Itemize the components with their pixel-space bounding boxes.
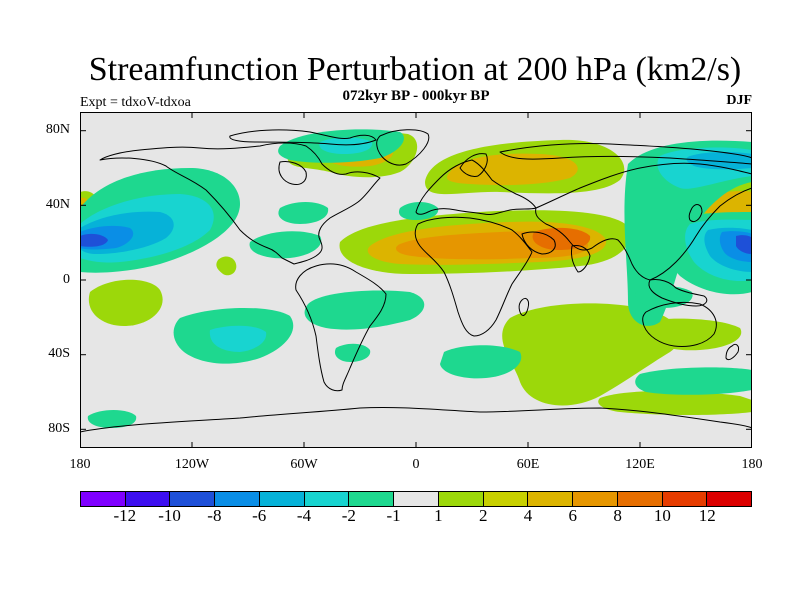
plot-title: Streamfunction Perturbation at 200 hPa (… (88, 51, 742, 88)
lon-label-180e: 180 (741, 457, 763, 472)
colorbar-label: -12 (113, 506, 137, 525)
tropical-pacific-positive (88, 279, 163, 326)
colorbar-label: 12 (698, 506, 716, 525)
colorbar-swatch (438, 492, 484, 506)
colorbar-swatch (125, 492, 171, 506)
coastlines (80, 129, 752, 433)
colorbar-label: 4 (523, 506, 533, 525)
experiment-label: Expt = tdxoV-tdxoa (80, 95, 191, 110)
colorbar-label: -1 (386, 506, 401, 525)
colorbar-swatch (259, 492, 305, 506)
lon-label-120w: 120W (174, 457, 210, 472)
north-atlantic-negative (278, 202, 329, 224)
south-asia-positive-core (532, 227, 591, 250)
plot-subtitle: 072kyr BP - 000kyr BP (342, 88, 490, 104)
european-negative (398, 202, 439, 220)
colorbar-label: -4 (296, 506, 312, 525)
lat-label-80s: 80S (48, 421, 70, 436)
south-atlantic-small-negative (334, 343, 371, 362)
greenland-coast (376, 129, 430, 166)
lat-label-40s: 40S (48, 346, 70, 361)
colorbar-label: 1 (434, 506, 443, 525)
atlantic-arctic-negative-core (319, 137, 373, 154)
south-indian-positive-belt (502, 303, 680, 406)
colorbar-label: 8 (613, 506, 622, 525)
colorbar-swatch (170, 492, 216, 506)
colorbar-swatch (528, 492, 574, 506)
colorbar-swatch (304, 492, 350, 506)
colorbar-label: -8 (207, 506, 222, 525)
colorbar-swatch (662, 492, 708, 506)
colorbar (80, 491, 752, 507)
maritime-continent-coast (648, 279, 708, 307)
africa-coast (414, 216, 533, 337)
south-pacific-negative-core (209, 325, 267, 352)
lon-label-180w: 180 (69, 457, 91, 472)
north-america-coast (99, 142, 381, 265)
colorbar-swatch (81, 492, 126, 506)
lon-label-0: 0 (412, 457, 420, 472)
lat-label-80n: 80N (45, 122, 70, 137)
tropical-west-pacific-core (736, 235, 752, 254)
madagascar-coast (518, 297, 529, 316)
india-coast (571, 245, 591, 273)
colorbar-swatch (617, 492, 663, 506)
colorbar-swatch (483, 492, 529, 506)
north-eurasia-positive-core (446, 153, 578, 186)
colorbar-swatch (573, 492, 618, 506)
tick-marks (80, 112, 752, 448)
colorbar-swatch (349, 492, 395, 506)
season-label: DJF (726, 93, 752, 108)
antarctica-coast (80, 406, 752, 433)
lat-label-40n: 40N (45, 197, 70, 212)
colorbar-swatch (394, 492, 439, 506)
lon-label-120e: 120E (625, 457, 655, 472)
eastern-pacific-positive-small (216, 256, 237, 276)
colorbar-swatch (215, 492, 260, 506)
lon-label-60e: 60E (516, 457, 540, 472)
contour-fields (80, 112, 752, 448)
south-indian-negative (440, 345, 522, 379)
colorbar-label: 2 (478, 506, 488, 525)
colorbar-label: -10 (158, 506, 181, 525)
japan-coast (688, 204, 703, 223)
colorbar-label: 6 (568, 506, 578, 525)
south-america-coast (295, 263, 387, 392)
southern-ocean-negative (635, 367, 752, 395)
colorbar-label: 10 (653, 506, 671, 525)
arabia-coast (521, 231, 556, 255)
colorbar-label: -6 (252, 506, 267, 525)
negative-anomalies (80, 129, 752, 428)
colorbar-label: -2 (341, 506, 356, 525)
streamfunction-map (80, 112, 752, 448)
new-zealand-coast (725, 343, 739, 361)
colorbar-swatch (707, 492, 752, 506)
south-atlantic-negative (304, 290, 425, 330)
caribbean-negative (249, 231, 322, 259)
lon-label-60w: 60W (290, 457, 318, 472)
scandinavia-coast (459, 153, 488, 177)
west-pacific-negative-core (686, 152, 752, 170)
north-pacific-negative-core (80, 233, 108, 247)
asia-coast (535, 162, 752, 281)
hudson-bay-coast (278, 161, 307, 185)
siberia-arctic-coast (499, 142, 752, 165)
australia-coast (642, 301, 717, 347)
antarctic-negative (87, 410, 137, 428)
lat-label-equator: 0 (63, 272, 70, 287)
canadian-arctic-coast (229, 129, 377, 146)
southern-ocean-positive (598, 390, 752, 415)
